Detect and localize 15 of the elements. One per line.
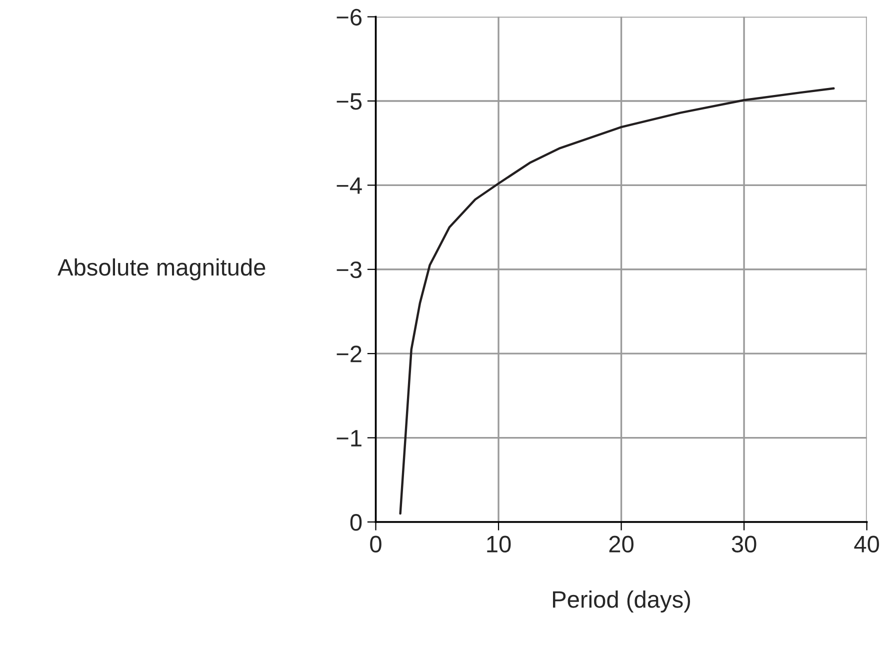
x-tick-label: 10	[487, 536, 511, 553]
y-tick-label: −5	[336, 93, 362, 110]
y-tick-label: −3	[336, 261, 362, 278]
x-tick-label: 0	[370, 536, 382, 553]
x-tick-label: 30	[732, 536, 756, 553]
y-axis-title: Absolute magnitude	[58, 258, 266, 280]
y-tick-label: −4	[336, 178, 362, 194]
y-tick-label: −6	[336, 8, 362, 26]
x-axis-title: Period (days)	[553, 590, 690, 613]
x-tick-label: 40	[854, 536, 880, 553]
y-tick-label: −1	[336, 430, 362, 446]
y-tick-label: −2	[336, 346, 362, 362]
line-series	[399, 87, 835, 515]
y-tick-label: 0	[350, 514, 362, 531]
x-tick-label: 20	[609, 536, 634, 553]
